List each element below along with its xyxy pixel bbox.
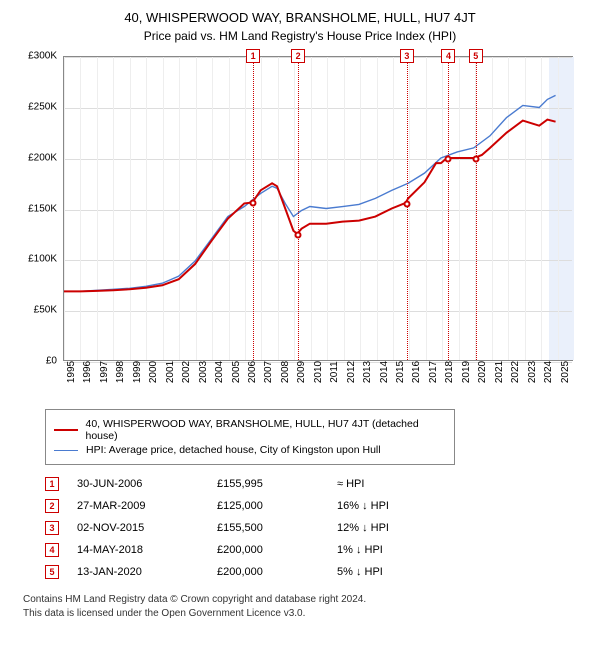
- plot-area: 12345: [63, 56, 573, 361]
- x-tick-label: 2023: [527, 361, 538, 383]
- sale-vline: [253, 57, 254, 360]
- x-tick-label: 2013: [362, 361, 373, 383]
- x-tick-label: 2011: [329, 361, 340, 383]
- legend-label: HPI: Average price, detached house, City…: [86, 444, 381, 456]
- row-delta: 16% ↓ HPI: [337, 500, 457, 512]
- x-tick-label: 2008: [280, 361, 291, 383]
- row-delta: ≈ HPI: [337, 478, 457, 490]
- sale-marker-3: 3: [400, 49, 414, 63]
- chart-title: 40, WHISPERWOOD WAY, BRANSHOLME, HULL, H…: [15, 10, 585, 25]
- x-tick-label: 2007: [263, 361, 274, 383]
- x-tick-label: 2010: [313, 361, 324, 383]
- x-tick-label: 1998: [115, 361, 126, 383]
- x-tick-label: 2017: [428, 361, 439, 383]
- sale-vline: [407, 57, 408, 360]
- row-price: £200,000: [217, 566, 337, 578]
- x-tick-label: 1995: [66, 361, 77, 383]
- x-tick-label: 2000: [148, 361, 159, 383]
- x-tick-label: 2001: [165, 361, 176, 383]
- chart-subtitle: Price paid vs. HM Land Registry's House …: [15, 29, 585, 43]
- sale-vline: [448, 57, 449, 360]
- x-tick-label: 2002: [181, 361, 192, 383]
- x-tick-label: 1999: [132, 361, 143, 383]
- sale-vline: [476, 57, 477, 360]
- y-tick-label: £100K: [28, 254, 57, 265]
- legend-swatch: [54, 450, 78, 451]
- row-price: £125,000: [217, 500, 337, 512]
- row-date: 14-MAY-2018: [77, 544, 217, 556]
- row-marker: 3: [45, 521, 59, 535]
- x-tick-label: 2021: [494, 361, 505, 383]
- legend-item: HPI: Average price, detached house, City…: [54, 444, 446, 456]
- x-axis: 1995199619971998199920002001200220032004…: [63, 366, 573, 401]
- table-row: 5 13-JAN-2020£200,0005% ↓ HPI: [45, 561, 585, 583]
- legend-item: 40, WHISPERWOOD WAY, BRANSHOLME, HULL, H…: [54, 418, 446, 442]
- sale-point-5: [472, 155, 479, 162]
- footer-line1: Contains HM Land Registry data © Crown c…: [23, 593, 585, 607]
- row-delta: 1% ↓ HPI: [337, 544, 457, 556]
- sales-table: 1 30-JUN-2006£155,995≈ HPI 2 27-MAR-2009£12…: [45, 473, 585, 583]
- sale-point-1: [250, 200, 257, 207]
- sale-point-2: [295, 231, 302, 238]
- row-price: £155,995: [217, 478, 337, 490]
- y-tick-label: £50K: [34, 305, 57, 316]
- row-date: 02-NOV-2015: [77, 522, 217, 534]
- table-row: 4 14-MAY-2018£200,0001% ↓ HPI: [45, 539, 585, 561]
- footer-line2: This data is licensed under the Open Gov…: [23, 607, 585, 621]
- line-layer: [64, 57, 572, 360]
- sale-point-4: [445, 155, 452, 162]
- x-tick-label: 2009: [296, 361, 307, 383]
- chart-area: £0£50K£100K£150K£200K£250K£300K 12345 19…: [15, 51, 585, 401]
- row-delta: 5% ↓ HPI: [337, 566, 457, 578]
- x-tick-label: 1997: [99, 361, 110, 383]
- x-tick-label: 2018: [444, 361, 455, 383]
- sale-marker-1: 1: [246, 49, 260, 63]
- sale-marker-4: 4: [441, 49, 455, 63]
- x-tick-label: 2019: [461, 361, 472, 383]
- row-price: £155,500: [217, 522, 337, 534]
- x-tick-label: 2005: [231, 361, 242, 383]
- legend: 40, WHISPERWOOD WAY, BRANSHOLME, HULL, H…: [45, 409, 455, 465]
- x-tick-label: 2020: [477, 361, 488, 383]
- y-tick-label: £200K: [28, 152, 57, 163]
- x-tick-label: 2022: [510, 361, 521, 383]
- row-delta: 12% ↓ HPI: [337, 522, 457, 534]
- x-tick-label: 2024: [543, 361, 554, 383]
- x-tick-label: 2003: [198, 361, 209, 383]
- x-tick-label: 2025: [560, 361, 571, 383]
- sale-point-3: [403, 200, 410, 207]
- row-date: 13-JAN-2020: [77, 566, 217, 578]
- table-row: 3 02-NOV-2015£155,50012% ↓ HPI: [45, 517, 585, 539]
- sale-marker-5: 5: [469, 49, 483, 63]
- y-tick-label: £300K: [28, 51, 57, 62]
- legend-label: 40, WHISPERWOOD WAY, BRANSHOLME, HULL, H…: [86, 418, 447, 442]
- x-tick-label: 2004: [214, 361, 225, 383]
- x-tick-label: 1996: [82, 361, 93, 383]
- x-tick-label: 2016: [411, 361, 422, 383]
- row-marker: 5: [45, 565, 59, 579]
- x-tick-label: 2006: [247, 361, 258, 383]
- row-marker: 2: [45, 499, 59, 513]
- y-tick-label: £0: [46, 356, 57, 367]
- row-marker: 1: [45, 477, 59, 491]
- y-tick-label: £250K: [28, 101, 57, 112]
- row-price: £200,000: [217, 544, 337, 556]
- table-row: 2 27-MAR-2009£125,00016% ↓ HPI: [45, 495, 585, 517]
- x-tick-label: 2014: [379, 361, 390, 383]
- row-marker: 4: [45, 543, 59, 557]
- sale-marker-2: 2: [291, 49, 305, 63]
- row-date: 27-MAR-2009: [77, 500, 217, 512]
- sale-vline: [298, 57, 299, 360]
- x-tick-label: 2015: [395, 361, 406, 383]
- legend-swatch: [54, 429, 78, 431]
- y-axis: £0 £50K £100K £150K £200K £250K £300K: [15, 51, 61, 366]
- footer: Contains HM Land Registry data © Crown c…: [23, 593, 585, 620]
- x-tick-label: 2012: [346, 361, 357, 383]
- table-row: 1 30-JUN-2006£155,995≈ HPI: [45, 473, 585, 495]
- row-date: 30-JUN-2006: [77, 478, 217, 490]
- y-tick-label: £150K: [28, 203, 57, 214]
